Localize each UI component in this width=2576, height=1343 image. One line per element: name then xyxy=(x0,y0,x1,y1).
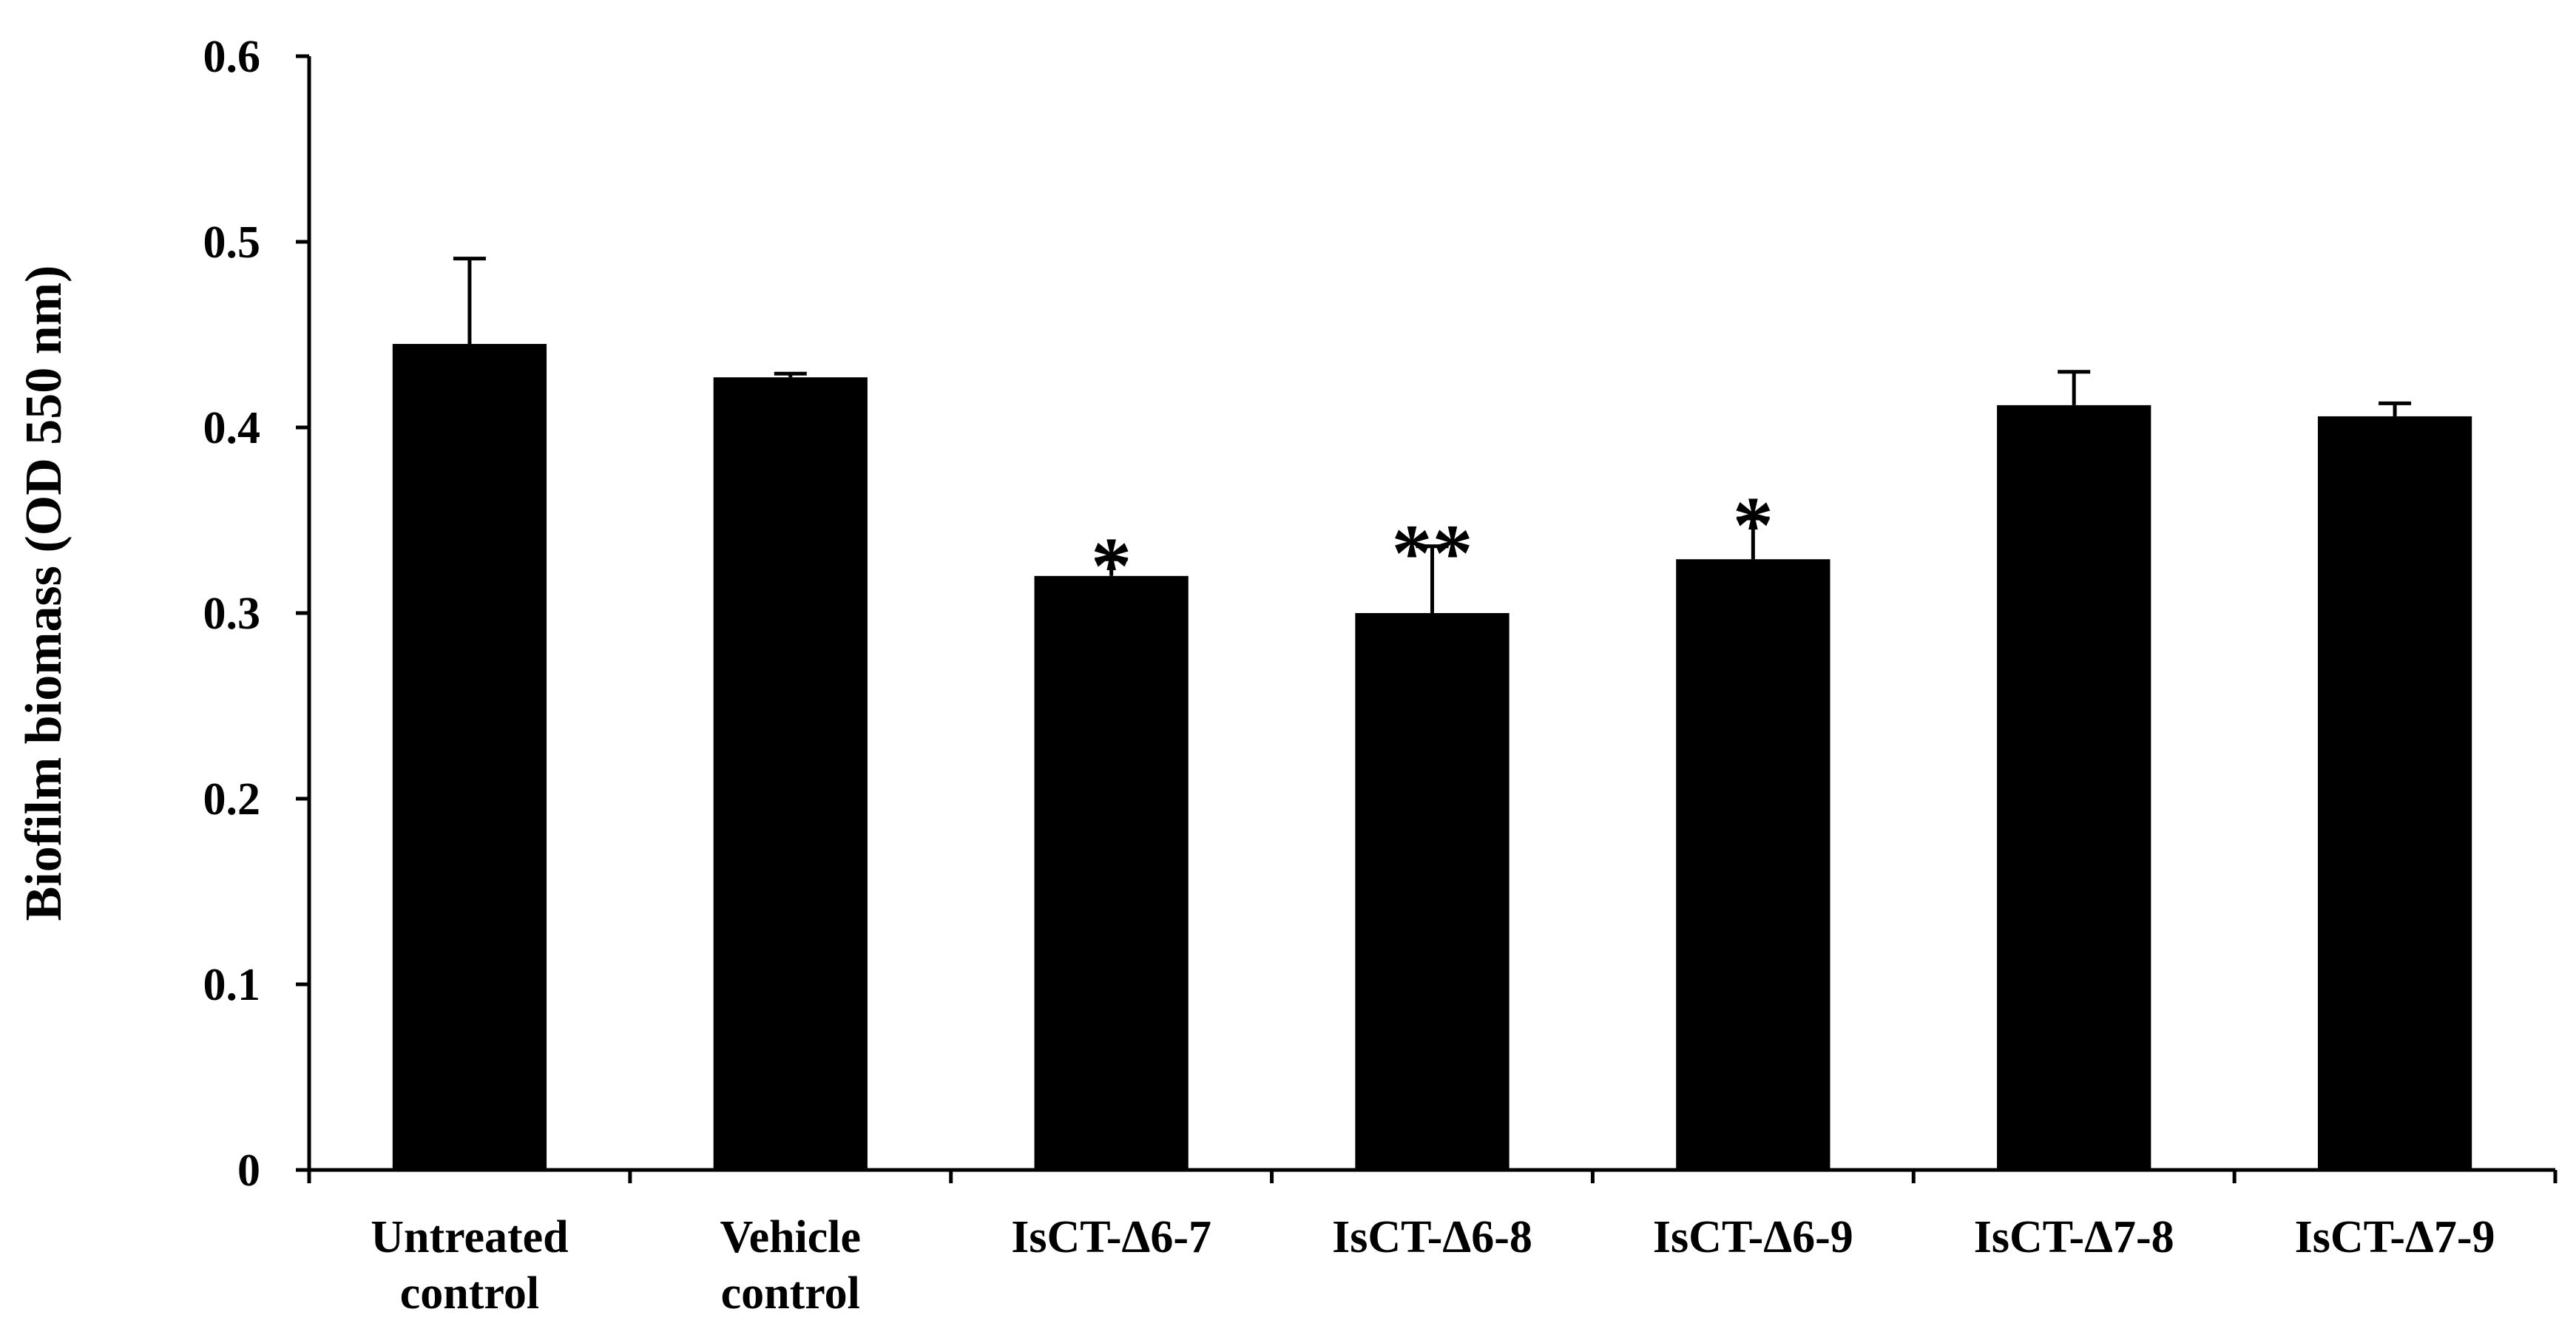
x-tick-label: IsCT-Δ7-8 xyxy=(1974,1212,2174,1262)
bar xyxy=(1355,613,1510,1170)
y-tick-label: 0.3 xyxy=(203,589,261,639)
y-tick-label: 0 xyxy=(237,1146,260,1196)
y-axis-title: Biofilm biomass (OD 550 nm) xyxy=(16,265,72,921)
x-tick-labels: Untreated control Vehicle control IsCT-Δ6-7 I… xyxy=(371,1212,2495,1319)
bar xyxy=(392,344,547,1170)
bar xyxy=(1676,559,1830,1170)
x-tick-label: Untreated xyxy=(371,1212,568,1262)
y-tick-label: 0.1 xyxy=(203,960,261,1010)
x-tick-label: IsCT-Δ7-9 xyxy=(2295,1212,2495,1262)
x-tick-label: IsCT-Δ6-8 xyxy=(1332,1212,1532,1262)
significance-marker: * xyxy=(1091,521,1132,611)
y-tick-label: 0.2 xyxy=(203,774,261,825)
x-tick-label: control xyxy=(400,1268,539,1319)
bars xyxy=(392,344,2472,1171)
bar xyxy=(713,377,868,1171)
bar xyxy=(1997,405,2151,1170)
significance-marker: * xyxy=(1733,480,1774,570)
x-tick-label: control xyxy=(721,1268,860,1319)
y-tick-label: 0.4 xyxy=(203,403,261,453)
significance-marker: ** xyxy=(1392,508,1473,598)
x-tick-label: IsCT-Δ6-9 xyxy=(1653,1212,1853,1262)
error-bars xyxy=(453,257,2412,613)
significance-markers: * ** * xyxy=(1091,480,1774,611)
x-tick-label: Vehicle xyxy=(720,1212,861,1262)
x-tick-label: IsCT-Δ6-7 xyxy=(1011,1212,1211,1262)
bar xyxy=(2317,416,2472,1170)
bar xyxy=(1034,575,1189,1170)
y-tick-label: 0.5 xyxy=(203,217,261,268)
y-tick-label: 0.6 xyxy=(203,32,261,82)
y-ticks: 0 0.1 0.2 0.3 0.4 0.5 0.6 xyxy=(203,32,309,1196)
